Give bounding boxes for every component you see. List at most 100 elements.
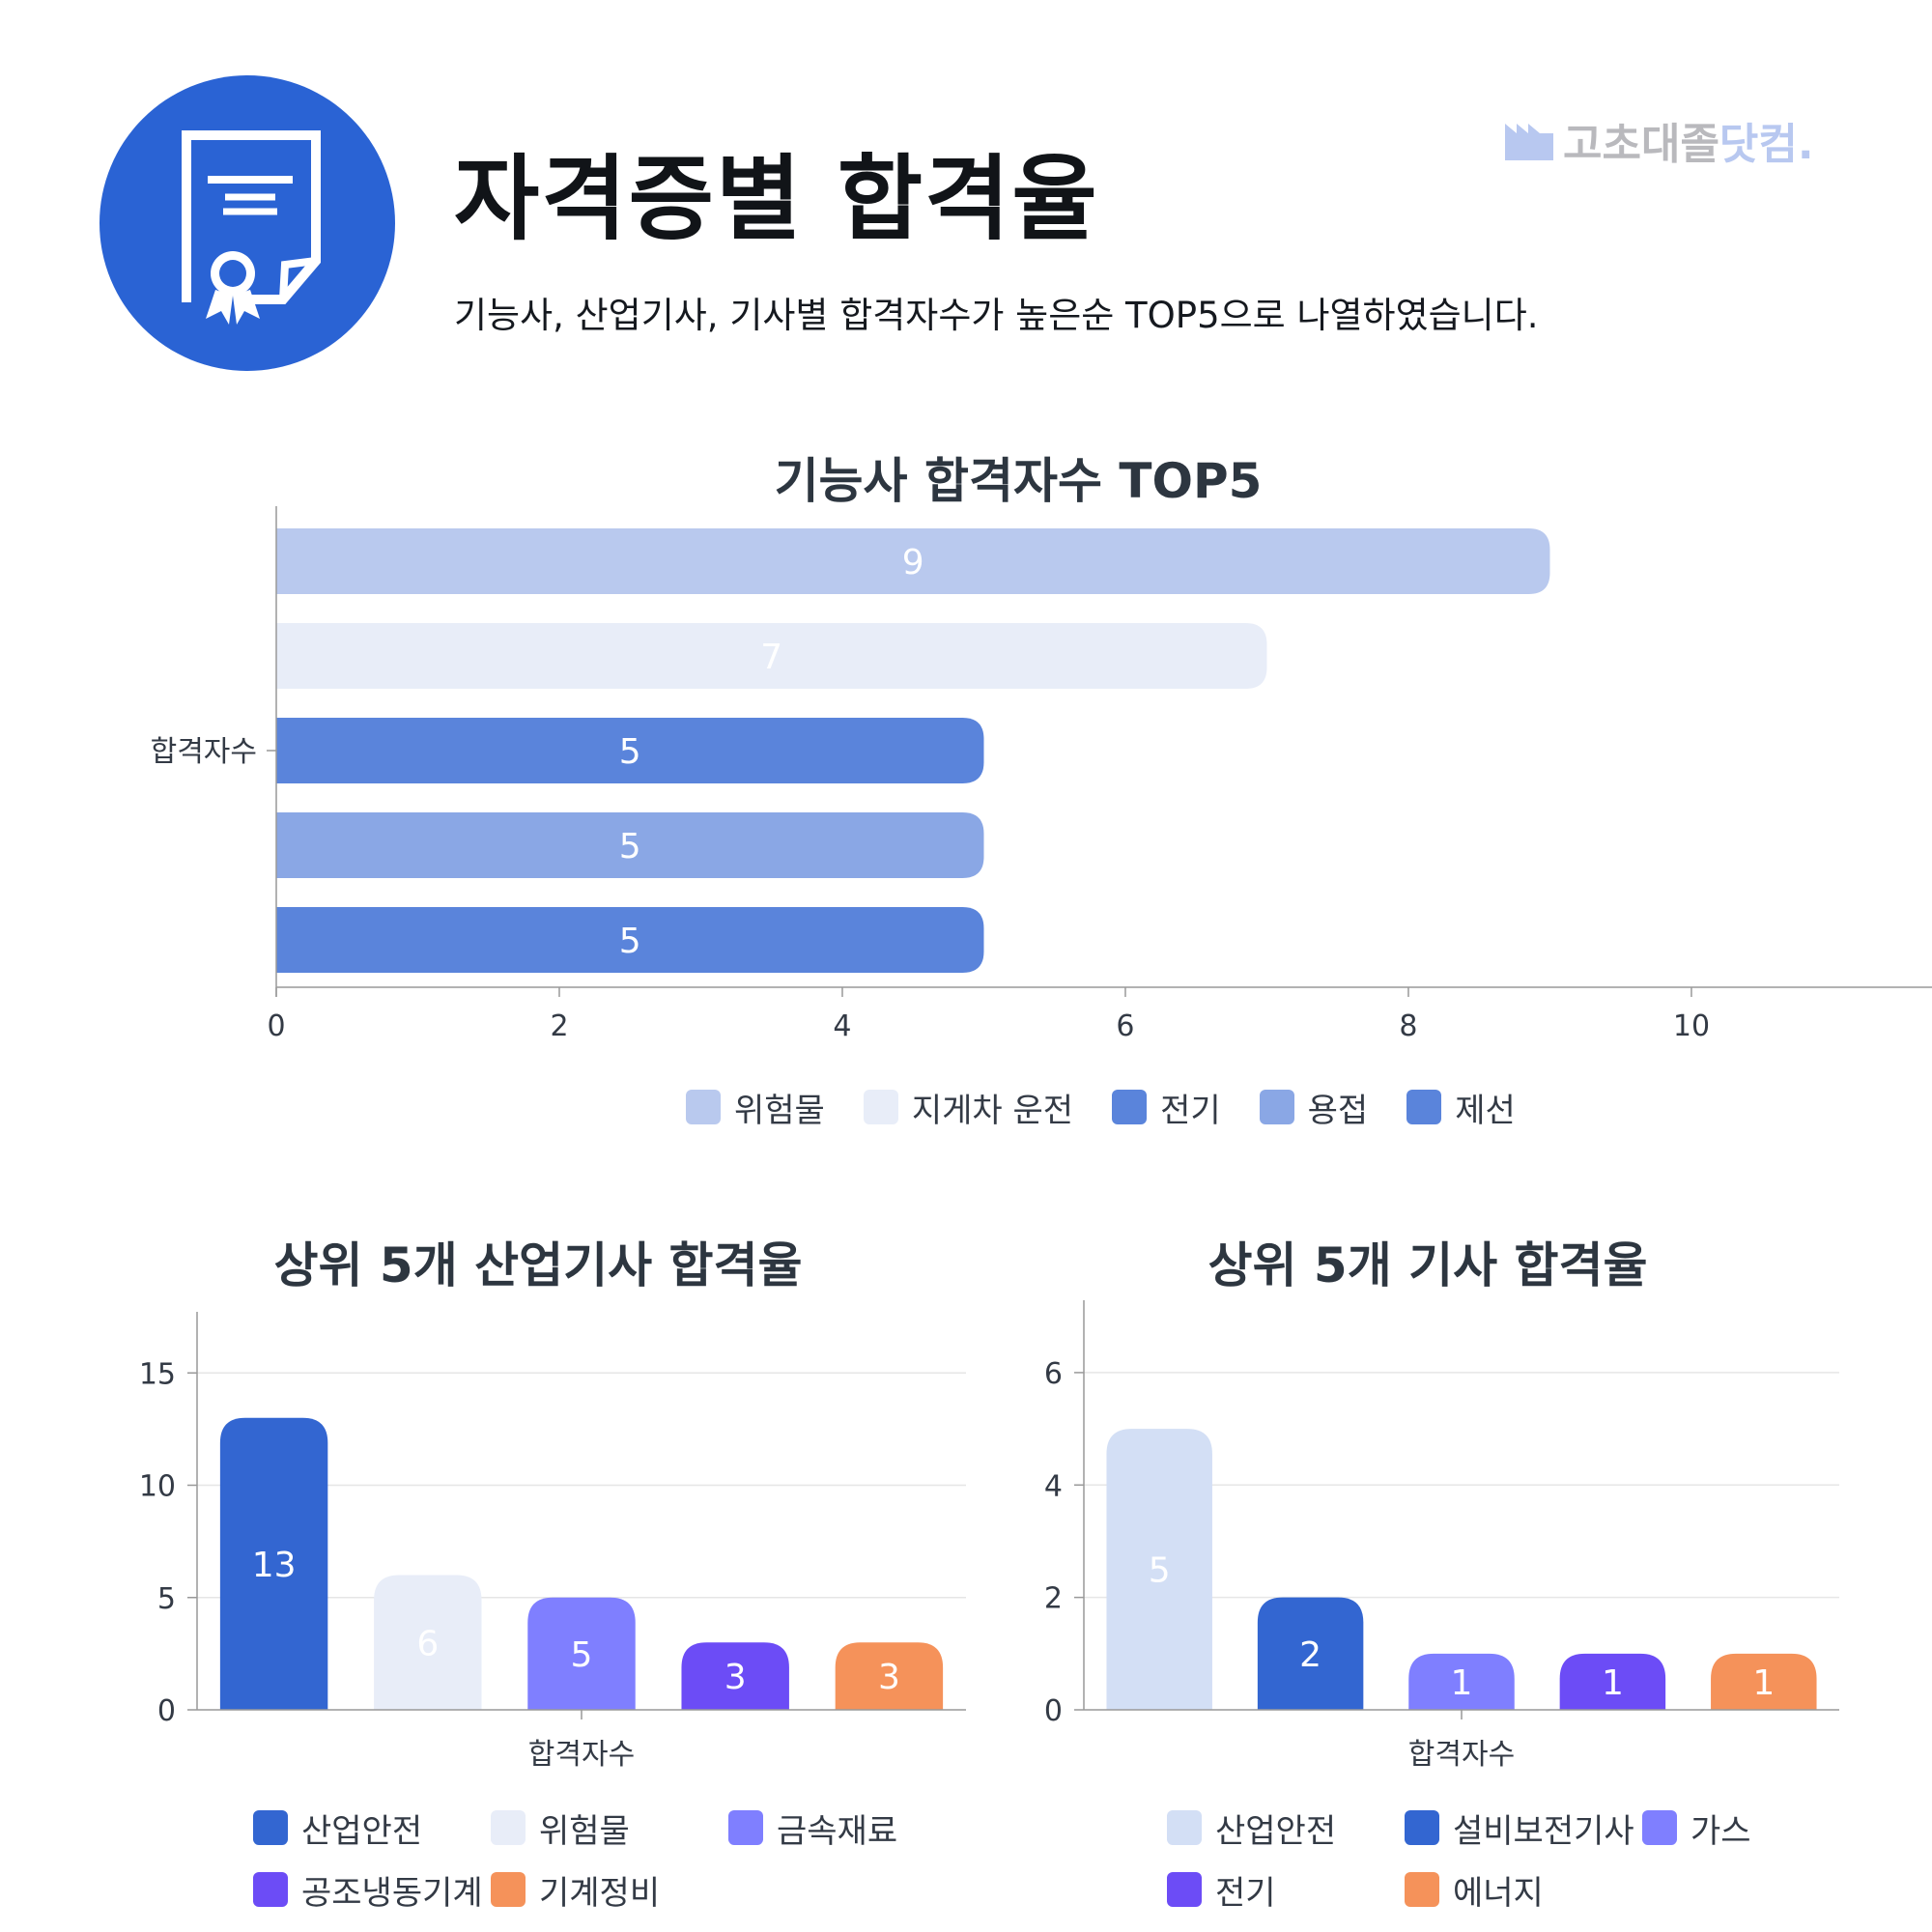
bar[interactable] [1106,1429,1212,1710]
y-tick-label: 4 [1044,1469,1063,1503]
legend-item[interactable]: 제선 [1406,1076,1516,1138]
legend-swatch [1405,1810,1439,1845]
bar[interactable] [276,718,984,783]
legend-swatch [1406,1090,1442,1124]
legend-swatch [491,1810,526,1845]
legend-label: 제선 [1455,1091,1516,1130]
legend-swatch [1259,1090,1294,1124]
page-title: 자격증별 합격율 [454,145,1099,253]
chart3-plot: 0 2 4 6 5 2 1 1 1 합격자수 [1044,1300,1839,1772]
bar-value-label: 5 [1149,1551,1171,1591]
y-tick-label: 5 [157,1582,176,1616]
y-tick-label: 6 [1044,1357,1063,1391]
legend-swatch [491,1872,526,1907]
bar-value-label: 3 [724,1658,747,1697]
legend-swatch [253,1810,288,1845]
bar-value-label: 5 [619,827,641,867]
y-tick-label: 2 [1044,1582,1063,1616]
x-tick-label: 8 [1399,1009,1417,1043]
bar[interactable] [1408,1653,1515,1710]
chart1-legend: 위험물 지게차 운전 전기 용접 제선 [686,1076,1554,1138]
bar-value-label: 1 [1451,1663,1473,1703]
brand-accent: 닷컴. [1719,120,1814,169]
bar[interactable] [681,1642,789,1710]
chart1-plot: 9 7 5 5 5 0 2 4 6 8 10 합격자수 [151,506,1932,1043]
bar[interactable] [374,1575,482,1711]
legend-label: 가스 [1690,1811,1751,1851]
bar[interactable] [276,528,1550,594]
legend-swatch [1405,1872,1439,1907]
x-category-label: 합격자수 [1408,1738,1515,1772]
legend-item[interactable]: 공조냉동기계 [253,1859,491,1920]
legend-item[interactable]: 용접 [1259,1076,1369,1138]
legend-item[interactable]: 금속재료 [728,1797,966,1859]
x-tick-label: 0 [267,1009,285,1043]
bar[interactable] [276,623,1267,689]
legend-label: 용접 [1307,1091,1369,1130]
legend-swatch [863,1090,898,1124]
bar[interactable] [219,1417,328,1710]
legend-label: 지게차 운전 [911,1091,1074,1130]
legend-item[interactable]: 지게차 운전 [863,1076,1074,1138]
legend-item[interactable]: 전기 [1112,1076,1221,1138]
x-tick-label: 4 [833,1009,851,1043]
legend-swatch [686,1090,721,1124]
x-tick-label: 10 [1673,1009,1710,1043]
legend-swatch [1167,1810,1202,1845]
y-tick-label: 15 [139,1357,176,1391]
certificate-icon [99,75,395,371]
x-category-label: 합격자수 [528,1738,635,1772]
brand-logo: 고초대졸닷컴. [1505,116,1814,169]
x-tick-label: 2 [550,1009,568,1043]
legend-swatch [728,1810,763,1845]
y-tick-label: 10 [139,1470,176,1504]
bar-value-label: 7 [760,638,782,677]
bar-value-label: 6 [416,1624,439,1663]
bar-value-label: 5 [571,1635,593,1675]
legend-item[interactable]: 위험물 [491,1797,728,1859]
bar[interactable] [1711,1653,1817,1710]
legend-label: 에너지 [1453,1873,1544,1913]
legend-item[interactable]: 설비보전기사 [1405,1797,1642,1859]
bar[interactable] [276,907,984,973]
page-subtitle: 기능사, 산업기사, 기사별 합격자수가 높은순 TOP5으로 나열하였습니다. [454,295,1539,336]
bar-value-label: 13 [252,1546,297,1585]
legend-item[interactable]: 기계정비 [491,1859,728,1920]
legend-label: 금속재료 [777,1811,898,1851]
legend-label: 산업안전 [301,1811,423,1851]
bar-value-label: 1 [1752,1663,1775,1703]
bar-value-label: 5 [619,732,641,772]
legend-item[interactable]: 에너지 [1405,1859,1642,1920]
legend-label: 설비보전기사 [1453,1811,1634,1851]
chart2-title: 상위 5개 산업기사 합격율 [273,1237,803,1293]
legend-swatch [1112,1090,1148,1124]
bar[interactable] [1559,1653,1666,1710]
legend-item[interactable]: 위험물 [686,1076,825,1138]
chart1-title: 기능사 합격자수 TOP5 [774,453,1263,509]
chart3-title: 상위 5개 기사 합격율 [1208,1237,1648,1293]
x-tick-label: 6 [1116,1009,1134,1043]
bar[interactable] [835,1642,944,1710]
legend-swatch [1642,1810,1677,1845]
bar-value-label: 1 [1602,1663,1624,1703]
legend-label: 공조냉동기계 [301,1873,483,1913]
bar-value-label: 9 [902,543,924,582]
legend-label: 위험물 [734,1091,825,1130]
legend-label: 산업안전 [1215,1811,1337,1851]
y-tick-label: 0 [1044,1694,1063,1728]
bar[interactable] [1257,1597,1364,1710]
brand-name: 고초대졸 [1563,120,1719,169]
bar[interactable] [527,1597,636,1710]
legend-item[interactable]: 가스 [1642,1797,1880,1859]
legend-item[interactable]: 산업안전 [1167,1797,1405,1859]
bar-value-label: 5 [619,922,641,961]
bar[interactable] [276,812,984,878]
legend-label: 위험물 [539,1811,630,1851]
legend-label: 전기 [1160,1091,1221,1130]
bar-value-label: 3 [878,1658,900,1697]
legend-item[interactable]: 전기 [1167,1859,1405,1920]
legend-item[interactable]: 산업안전 [253,1797,491,1859]
legend-swatch [253,1872,288,1907]
y-category-label: 합격자수 [151,735,257,769]
